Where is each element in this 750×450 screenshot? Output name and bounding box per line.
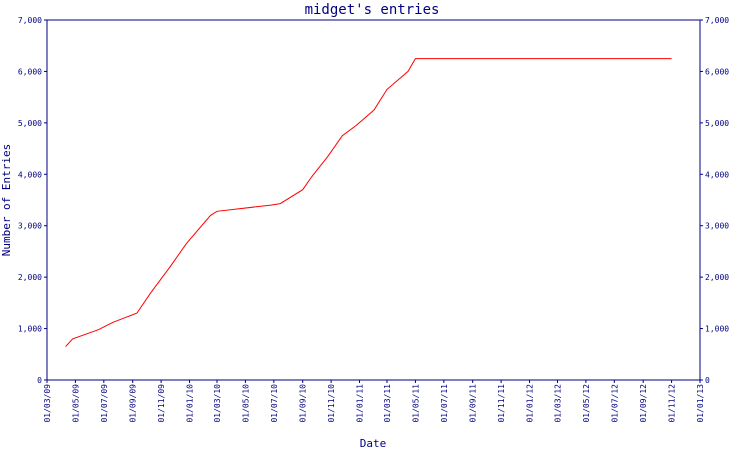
y-tick-label-right: 3,000 bbox=[705, 222, 729, 231]
x-tick-label: 01/05/12 bbox=[582, 384, 591, 423]
plot-frame bbox=[46, 19, 701, 381]
x-tick-label: 01/01/11 bbox=[356, 384, 365, 423]
x-tick-label: 01/01/12 bbox=[526, 384, 535, 423]
x-tick-label: 01/05/10 bbox=[241, 384, 250, 423]
x-tick-label: 01/07/12 bbox=[610, 384, 619, 423]
y-axis-right: 0 1,000 2,000 3,000 4,000 5,000 6,000 7,000 bbox=[700, 16, 729, 385]
y-tick-label-left: 6,000 bbox=[18, 67, 42, 76]
x-tick-label: 01/03/09 bbox=[43, 384, 52, 423]
y-axis-title: Number of Entries bbox=[0, 144, 13, 257]
y-axis-left: 0 1,000 2,000 3,000 4,000 5,000 6,000 7,000 bbox=[18, 16, 47, 385]
x-tick-label: 01/11/10 bbox=[327, 384, 336, 423]
x-tick-label: 01/09/12 bbox=[639, 384, 648, 423]
y-tick-label-right: 5,000 bbox=[705, 119, 729, 128]
y-tick-label-right: 6,000 bbox=[705, 67, 729, 76]
x-tick-label: 01/05/09 bbox=[71, 384, 80, 423]
y-tick-label-left: 5,000 bbox=[18, 119, 42, 128]
y-tick-label-left: 4,000 bbox=[18, 170, 42, 179]
x-tick-label: 01/01/10 bbox=[186, 384, 195, 423]
x-axis-title: Date bbox=[360, 437, 387, 450]
x-tick-label: 01/09/10 bbox=[299, 384, 308, 423]
entries-series-line bbox=[65, 58, 672, 347]
x-tick-label: 01/11/09 bbox=[157, 384, 166, 423]
x-tick-label: 01/07/10 bbox=[270, 384, 279, 423]
x-tick-label: 01/01/13 bbox=[696, 384, 705, 423]
y-tick-label-left: 1,000 bbox=[18, 325, 42, 334]
y-tick-label-left: 7,000 bbox=[18, 16, 42, 25]
x-tick-label: 01/03/12 bbox=[553, 384, 562, 423]
x-tick-label: 01/11/11 bbox=[497, 384, 506, 423]
x-tick-label: 01/05/11 bbox=[411, 384, 420, 423]
x-tick-label: 01/03/10 bbox=[213, 384, 222, 423]
y-tick-label-left: 0 bbox=[37, 376, 42, 385]
x-tick-label: 01/03/11 bbox=[383, 384, 392, 423]
y-tick-label-right: 2,000 bbox=[705, 273, 729, 282]
x-tick-label: 01/09/11 bbox=[469, 384, 478, 423]
y-tick-label-right: 0 bbox=[705, 376, 710, 385]
series-group bbox=[65, 58, 672, 347]
y-tick-label-left: 2,000 bbox=[18, 273, 42, 282]
x-tick-label: 01/07/09 bbox=[100, 384, 109, 423]
y-tick-label-right: 1,000 bbox=[705, 325, 729, 334]
x-tick-label: 01/11/12 bbox=[668, 384, 677, 423]
x-tick-label: 01/07/11 bbox=[440, 384, 449, 423]
x-tick-label: 01/09/09 bbox=[129, 384, 138, 423]
y-tick-label-right: 7,000 bbox=[705, 16, 729, 25]
y-tick-label-left: 3,000 bbox=[18, 222, 42, 231]
chart-title: midget's entries bbox=[305, 2, 440, 18]
x-axis: 01/03/09 01/05/09 01/07/09 01/09/09 01/11/09… bbox=[43, 380, 705, 423]
y-tick-label-right: 4,000 bbox=[705, 170, 729, 179]
